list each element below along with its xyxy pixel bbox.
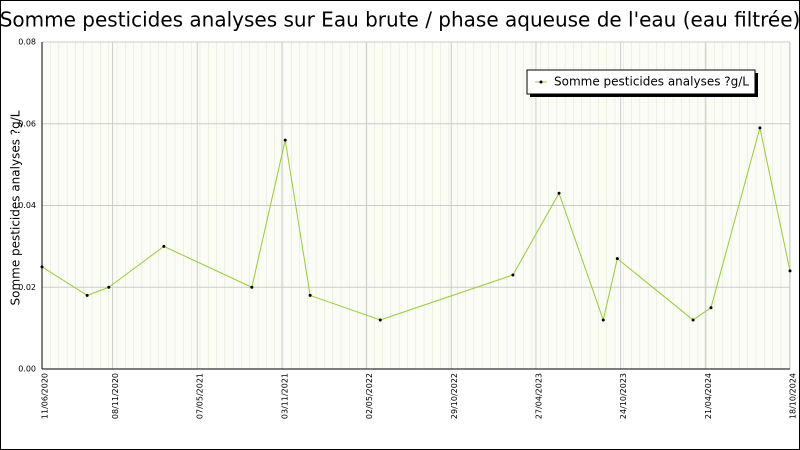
x-tick-label: 18/10/2024 (789, 373, 798, 419)
y-tick-label: 0.06 (18, 119, 36, 128)
x-tick-label: 11/06/2020 (41, 373, 50, 419)
data-point (709, 306, 713, 310)
x-tick-label: 02/05/2022 (365, 373, 374, 419)
series-line (41, 127, 791, 322)
data-point (250, 285, 254, 289)
x-tick-label: 21/04/2024 (704, 373, 713, 419)
data-point (601, 318, 605, 322)
legend-box (526, 69, 756, 95)
y-tick-label: 0.08 (18, 38, 36, 47)
y-tick-label: 0.04 (18, 201, 36, 210)
data-point (615, 257, 619, 261)
data-point (758, 126, 762, 130)
legend-label: Somme pesticides analyses ?g/L (554, 75, 749, 89)
x-tick-label: 29/10/2022 (450, 373, 459, 419)
data-point (85, 293, 89, 297)
data-point (378, 318, 382, 322)
x-tick-label: 03/11/2021 (280, 373, 289, 419)
data-point (162, 244, 166, 248)
chart-title: Somme pesticides analyses sur Eau brute … (0, 8, 800, 32)
data-point (308, 293, 312, 297)
x-tick-label: 08/11/2020 (111, 373, 120, 419)
y-axis-label: Somme pesticides analyses ?g/L (9, 110, 23, 305)
y-tick-label: 0.02 (18, 283, 36, 292)
data-point (788, 269, 792, 273)
y-tick-label: 0.00 (18, 365, 36, 374)
data-point (557, 191, 561, 195)
x-tick-label: 24/10/2023 (619, 373, 628, 419)
legend-marker (539, 80, 543, 84)
x-tick-label: 27/04/2023 (534, 373, 543, 419)
data-point (40, 265, 44, 269)
data-point (691, 318, 695, 322)
data-point (107, 285, 111, 289)
x-tick-label: 07/05/2021 (196, 373, 205, 419)
data-point (283, 138, 287, 142)
data-point (511, 273, 515, 277)
